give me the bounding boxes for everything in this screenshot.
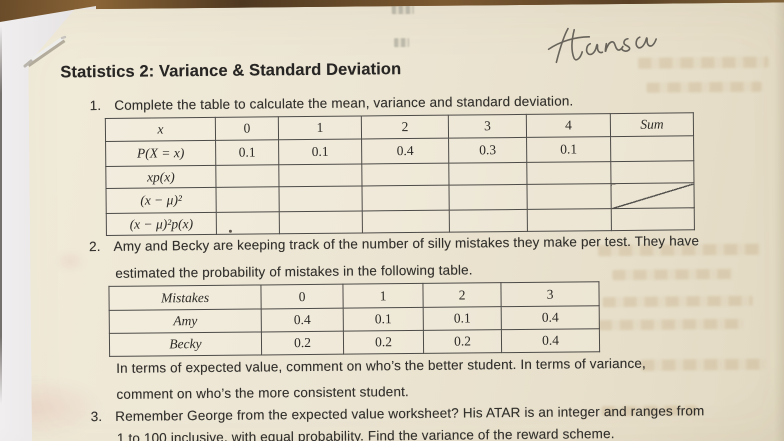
- table-row: Becky 0.2 0.2 0.2 0.4: [109, 329, 599, 357]
- cell: 0.2: [423, 330, 501, 354]
- question-1-text: Complete the table to calculate the mean…: [114, 93, 574, 113]
- handwriting-strokes: [544, 12, 661, 72]
- cell-empty: [449, 184, 527, 210]
- cell-empty: [216, 212, 279, 235]
- bleed-through-text: [612, 269, 732, 280]
- cell: 0.1: [527, 137, 611, 163]
- header-cell-x: x: [105, 117, 215, 141]
- cell-empty: [362, 210, 449, 233]
- handwritten-name: [544, 12, 661, 72]
- cell-empty: [527, 184, 611, 210]
- mistakes-probability-table: Mistakes 0 1 2 3 Amy 0.4 0.1 0.1 0.4 Bec…: [108, 281, 600, 357]
- question-1: 1. Complete the table to calculate the m…: [90, 92, 574, 114]
- cell: 0.4: [261, 308, 343, 332]
- cell-empty: [611, 208, 694, 231]
- header-cell: 2: [423, 283, 501, 308]
- cell: 0.1: [279, 139, 362, 165]
- header-cell: 1: [343, 283, 423, 308]
- bleed-through-text: [647, 82, 762, 93]
- cell-crossed-out: [611, 183, 694, 209]
- header-cell: 3: [448, 114, 526, 138]
- cell-empty: [362, 163, 449, 186]
- header-cell-sum: Sum: [610, 113, 693, 137]
- cell-empty: [449, 162, 527, 185]
- header-cell: 0: [215, 117, 278, 141]
- cell-empty: [611, 161, 694, 184]
- cell-empty: [279, 211, 362, 234]
- page-title: Statistics 2: Variance & Standard Deviat…: [60, 60, 402, 82]
- page-right-edge: [774, 0, 784, 441]
- row-label-amy: Amy: [109, 309, 261, 333]
- bleed-through-text: [603, 296, 753, 307]
- bleed-through-text: [638, 57, 768, 69]
- row-label: (x − μ)²p(x): [106, 212, 216, 235]
- header-cell: 4: [526, 114, 610, 138]
- cell-empty: [527, 162, 611, 185]
- row-label-becky: Becky: [109, 332, 261, 356]
- pink-smudge: [55, 250, 85, 272]
- question-2-comment-line2: comment on who’s the more consistent stu…: [116, 384, 409, 402]
- pencil-mark: [392, 5, 414, 14]
- question-2-comment-line1: In terms of expected value, comment on w…: [116, 355, 646, 376]
- cell: 0.1: [423, 307, 501, 331]
- cell: 0.2: [343, 330, 423, 354]
- cell: 0.4: [501, 306, 599, 330]
- cell-empty: [216, 165, 279, 188]
- row-label: xp(x): [106, 165, 216, 188]
- cell-empty: [527, 209, 611, 232]
- header-cell-mistakes: Mistakes: [109, 285, 261, 310]
- header-cell: 1: [278, 116, 361, 140]
- bleed-through-text: [641, 359, 766, 371]
- bleed-through-text: [599, 319, 744, 330]
- question-3-number: 3.: [90, 408, 103, 425]
- question-3-text-line2: 1 to 100 inclusive, with equal probabili…: [116, 426, 615, 441]
- cell-empty: [611, 136, 694, 162]
- question-3: 3. Remember George from the expected val…: [91, 402, 705, 425]
- table-row: (x − μ)²p(x): [106, 208, 694, 236]
- question-3-text-line1: Remember George from the expected value …: [115, 403, 705, 424]
- cell: 0.3: [449, 137, 527, 163]
- staple: [18, 28, 78, 75]
- cell-empty: [216, 187, 279, 213]
- header-cell: 3: [501, 282, 599, 307]
- header-cell: 0: [261, 284, 343, 309]
- question-2-text-line2: estimated the probability of mistakes in…: [115, 262, 473, 281]
- cell: 0.1: [343, 307, 423, 331]
- row-label: (x − μ)²: [106, 187, 216, 213]
- cell: 0.1: [216, 140, 279, 166]
- cell: 0.2: [261, 331, 343, 355]
- cell-empty: [449, 209, 527, 232]
- pen-dot: [229, 230, 232, 233]
- question-2-number: 2.: [88, 238, 101, 255]
- cell-empty: [362, 185, 449, 211]
- cell: 0.4: [501, 329, 599, 353]
- page-edge-shadow: [0, 26, 2, 404]
- cell-empty: [279, 164, 362, 187]
- row-label: P(X = x): [106, 140, 216, 166]
- cell-empty: [279, 186, 362, 212]
- cell: 0.4: [362, 138, 449, 164]
- probability-distribution-table: x 0 1 2 3 4 Sum P(X = x) 0.1 0.1 0.4 0.3…: [105, 112, 695, 236]
- pencil-mark: [394, 38, 409, 47]
- question-1-number: 1.: [89, 97, 102, 114]
- header-cell: 2: [361, 115, 448, 139]
